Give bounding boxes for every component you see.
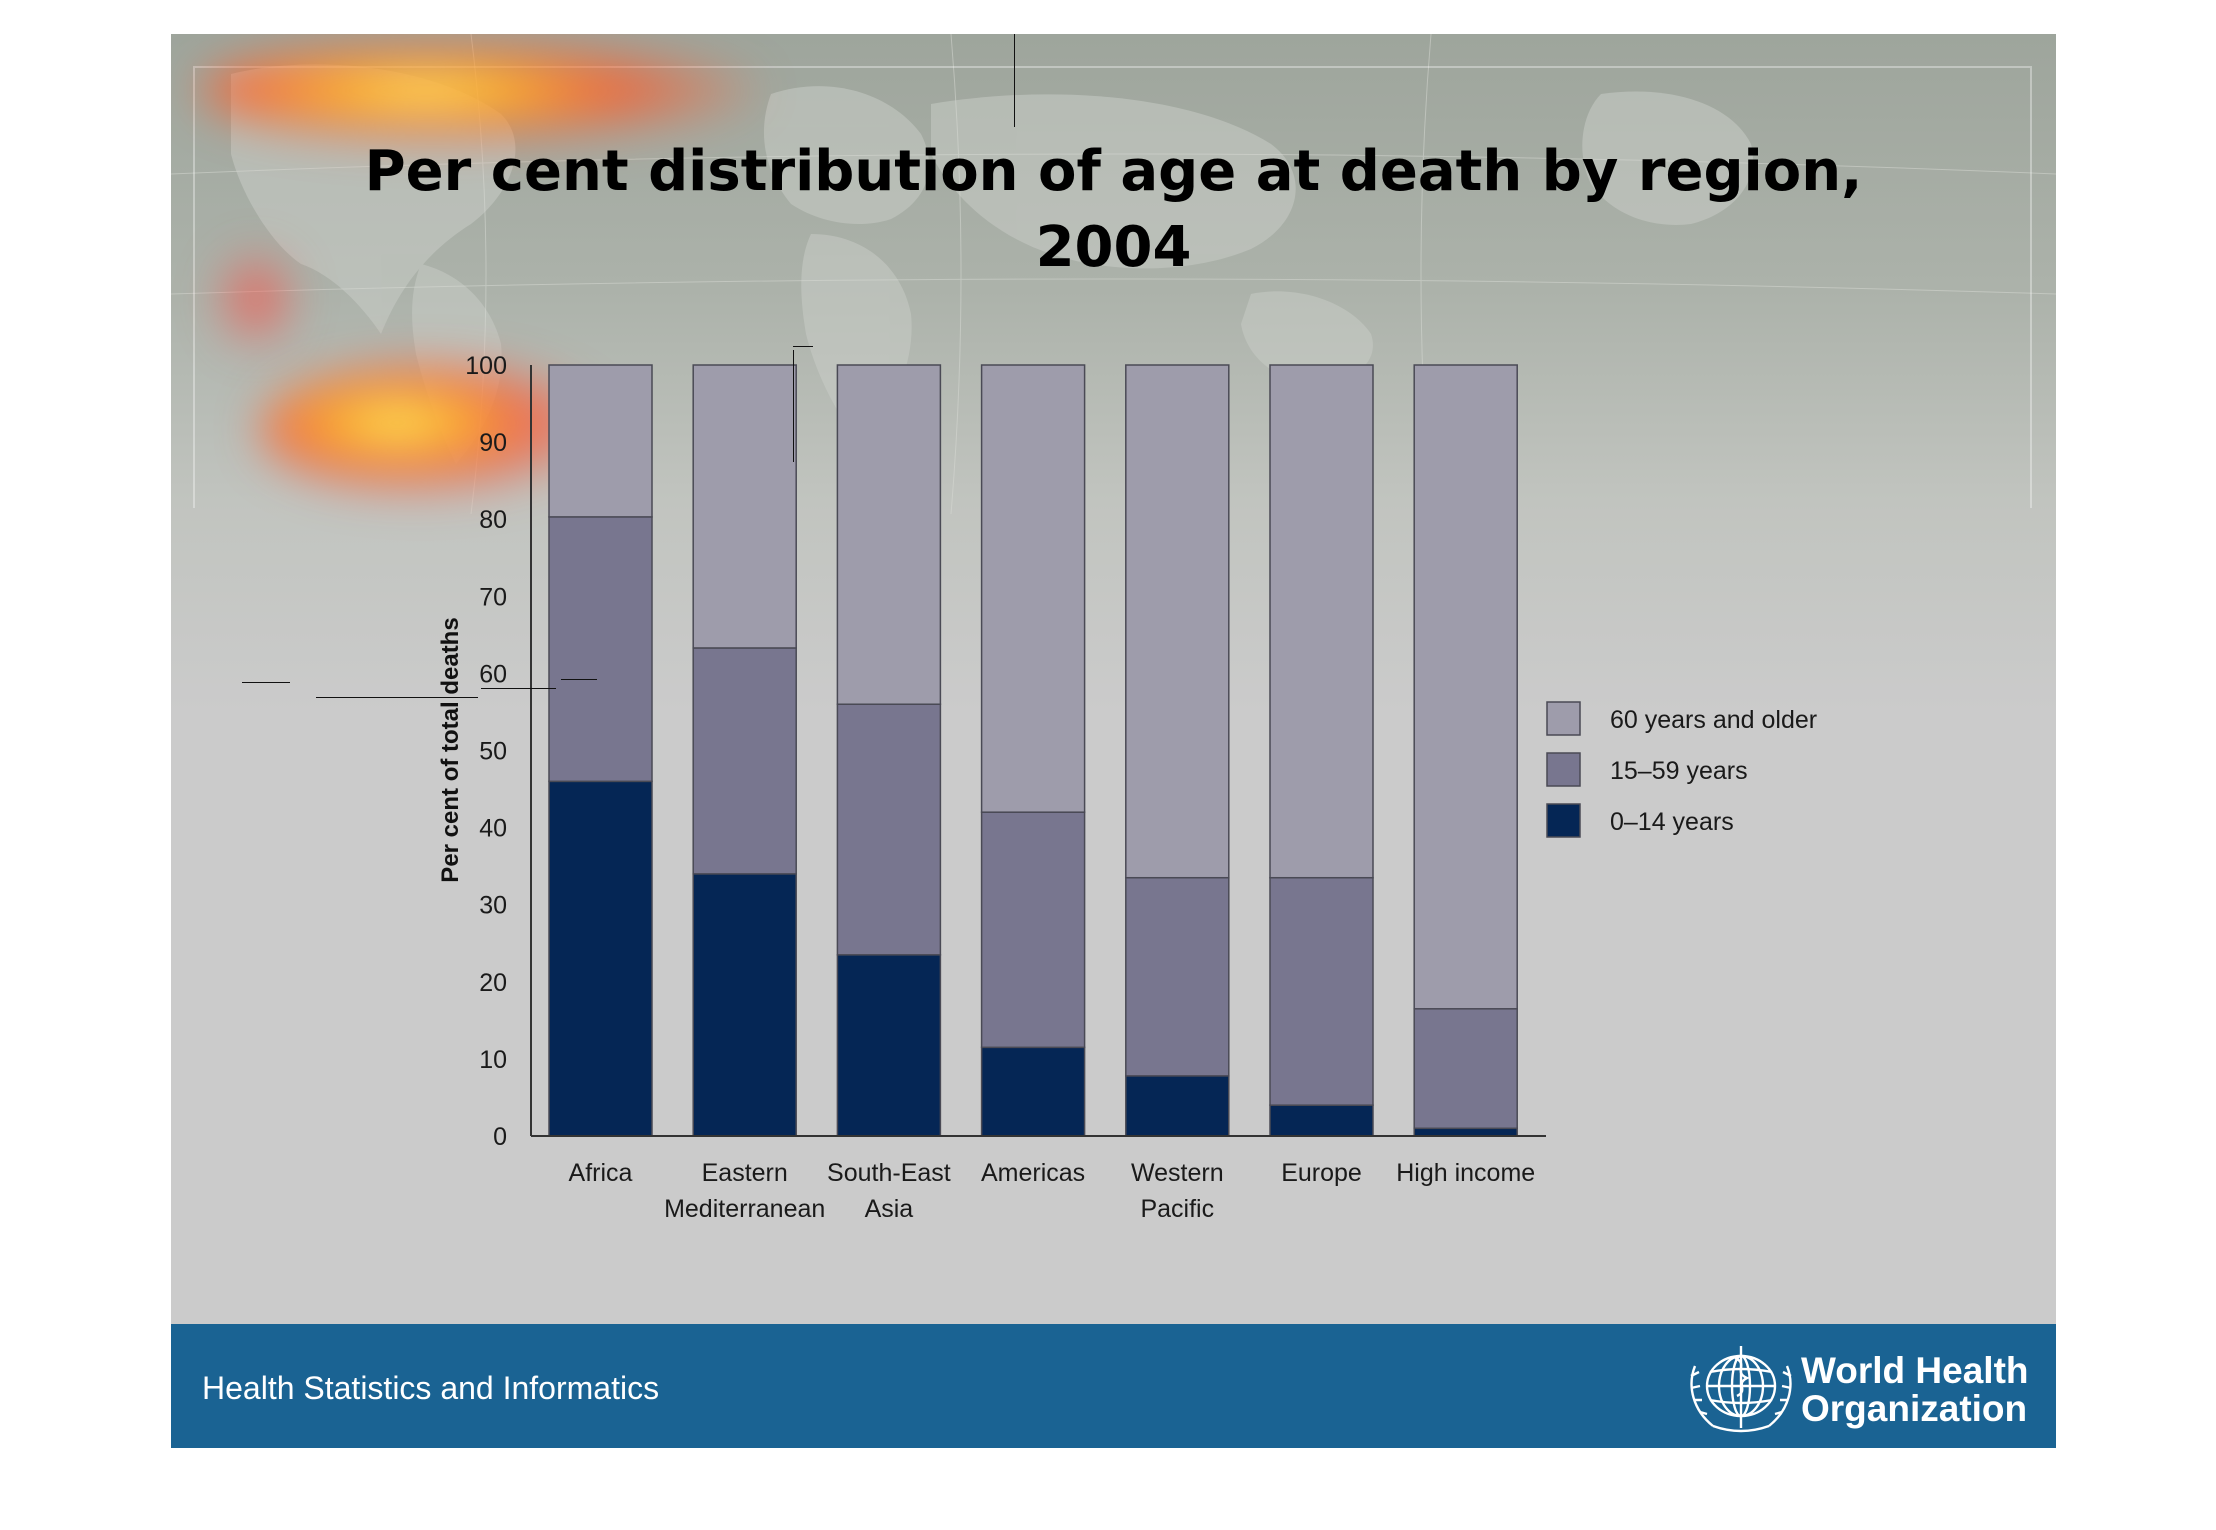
legend-label: 15–59 years [1610, 757, 1748, 785]
legend: 60 years and older 15–59 years 0–14 years [1546, 701, 1817, 838]
y-tick-label: 80 [479, 506, 507, 534]
x-category-label: Western [1131, 1159, 1224, 1187]
page-title: Per cent distribution of age at death by… [171, 134, 2056, 286]
y-tick-label: 70 [479, 583, 507, 611]
bars [548, 364, 1518, 1137]
who-emblem-icon [1690, 1346, 1792, 1433]
y-axis-title: Per cent of total deaths [437, 617, 464, 882]
bar-segment [548, 780, 653, 1137]
bar-segment [1413, 364, 1518, 1010]
bar-segment [692, 364, 797, 649]
stacked-bar-chart: 0 10 20 30 40 50 60 70 80 90 100 Per cent of total… [437, 352, 1817, 1223]
x-category-label: Eastern [702, 1159, 788, 1187]
heatmap-overlay [211, 244, 301, 354]
x-category-label: Africa [569, 1159, 633, 1187]
y-axis-ticks: 0 10 20 30 40 50 60 70 80 90 100 [465, 352, 507, 1151]
divider-line [316, 697, 478, 698]
bar-segment [980, 811, 1086, 1049]
y-tick-label: 60 [479, 660, 507, 688]
divider-line [242, 682, 290, 683]
footer-text: Health Statistics and Informatics [202, 1370, 660, 1406]
footer-bar: Health Statistics and Informatics World … [171, 1324, 2056, 1448]
x-category-label: High income [1396, 1159, 1535, 1187]
y-tick-label: 30 [479, 892, 507, 920]
bar-segment [692, 647, 797, 875]
bar-segment [1125, 364, 1230, 879]
divider-line [793, 346, 813, 347]
slide-frame [193, 66, 2032, 508]
x-category-label: Europe [1281, 1159, 1362, 1187]
y-tick-label: 10 [479, 1046, 507, 1074]
y-tick-label: 20 [479, 969, 507, 997]
divider-line [561, 679, 597, 680]
bar-segment [836, 703, 942, 956]
x-category-label: Mediterranean [664, 1195, 825, 1223]
x-category-label: Pacific [1140, 1195, 1214, 1223]
bar-segment [692, 873, 797, 1137]
who-name-line-2: Organization [1801, 1388, 2028, 1429]
legend-swatch [1546, 752, 1581, 787]
y-tick-label: 90 [479, 429, 507, 457]
x-category-label: South-East [827, 1159, 951, 1187]
heatmap-overlay [261, 364, 601, 494]
divider-line [481, 688, 556, 689]
heatmap-overlay [201, 38, 761, 143]
legend-label: 60 years and older [1610, 706, 1817, 734]
legend-swatch [1546, 803, 1581, 838]
y-tick-label: 40 [479, 815, 507, 843]
bar-segment [1125, 876, 1230, 1077]
bar-segment [1413, 1008, 1518, 1130]
legend-label: 0–14 years [1610, 808, 1734, 836]
x-category-label: Americas [981, 1159, 1085, 1187]
x-category-label: Asia [865, 1195, 914, 1223]
page-title-line-1: Per cent distribution of age at death by… [364, 139, 1863, 204]
y-tick-label: 0 [493, 1123, 507, 1151]
bar-segment [548, 516, 653, 783]
legend-swatch [1546, 701, 1581, 736]
who-name-line-1: World Health [1801, 1350, 2029, 1391]
who-name: World Health Organization [1801, 1352, 2029, 1428]
divider-line [1014, 34, 1015, 127]
bar-segment [836, 364, 942, 705]
bar-segment [980, 364, 1086, 813]
bar-segment [836, 954, 942, 1137]
bar-segment [548, 364, 653, 518]
y-tick-label: 50 [479, 738, 507, 766]
bar-segment [1269, 876, 1374, 1106]
bar-segment [1269, 1104, 1374, 1137]
page-title-line-2: 2004 [1035, 215, 1192, 280]
bar-segment [1269, 364, 1374, 879]
slide: Per cent distribution of age at death by… [171, 34, 2056, 1448]
y-tick-label: 100 [465, 352, 507, 380]
bar-segment [980, 1046, 1086, 1137]
bar-segment [1413, 1127, 1518, 1137]
bar-segment [1125, 1075, 1230, 1137]
divider-line [793, 350, 794, 462]
